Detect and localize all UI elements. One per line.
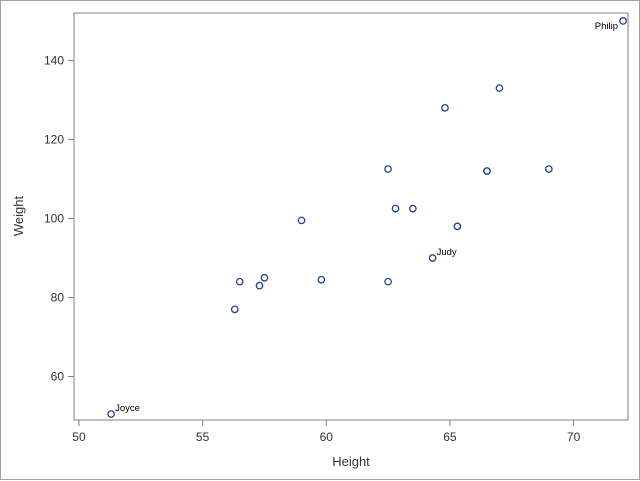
data-point [428, 254, 437, 262]
data-point [619, 17, 627, 25]
data-point [230, 305, 239, 314]
y-tick-label: 120 [44, 132, 64, 146]
y-axis: 60 80 100 120 140 [44, 53, 74, 384]
x-tick-label: 50 [72, 430, 86, 444]
data-point [441, 103, 449, 112]
y-tick-label: 100 [44, 211, 64, 225]
y-axis-label: Weight [11, 196, 26, 237]
x-tick-label: 65 [443, 430, 457, 444]
y-tick-label: 80 [51, 291, 65, 305]
x-axis: 50 55 60 65 70 [72, 420, 581, 444]
data-point [107, 410, 115, 418]
data-point [384, 165, 392, 173]
point-label: Philip [595, 21, 618, 32]
x-tick-label: 55 [196, 430, 210, 444]
data-point [235, 277, 244, 286]
data-point [408, 204, 417, 213]
point-label: Joyce [115, 403, 140, 414]
y-tick-label: 140 [44, 53, 64, 67]
data-point [391, 204, 400, 213]
data-point [384, 277, 392, 286]
data-point [255, 281, 264, 290]
x-tick-label: 70 [567, 430, 581, 444]
data-point [260, 273, 269, 282]
y-tick-label: 60 [51, 370, 65, 384]
data-point [317, 275, 326, 284]
point-labels: Joyce Judy Philip [115, 21, 618, 414]
x-tick-label: 60 [320, 430, 334, 444]
plot-area-border [73, 12, 629, 421]
data-point [495, 84, 504, 92]
data-point [483, 167, 491, 175]
data-points [107, 17, 627, 418]
data-point [453, 222, 462, 231]
data-point [545, 165, 553, 173]
data-point [297, 216, 306, 225]
x-axis-label: Height [332, 454, 370, 469]
point-label: Judy [437, 247, 457, 258]
